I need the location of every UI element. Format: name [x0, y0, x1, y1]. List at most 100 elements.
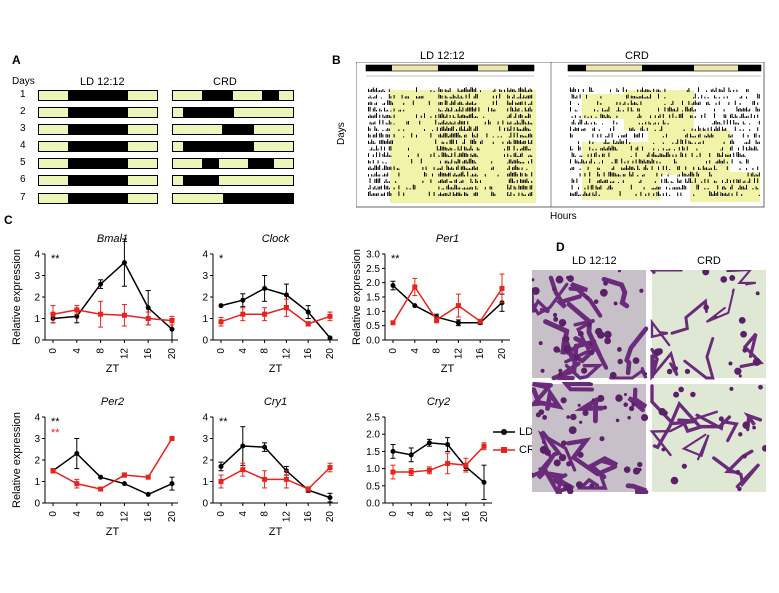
x-tick-label: 20 [325, 348, 336, 360]
light-period [217, 159, 248, 168]
dark-period [182, 142, 253, 151]
crd-day-bar [172, 107, 294, 118]
data-point [121, 260, 127, 266]
crd-day-bar [172, 175, 294, 186]
legend-crd-swatch [493, 447, 515, 453]
light-period [127, 194, 157, 203]
data-point [499, 285, 505, 291]
actogram [356, 62, 765, 208]
light-period [173, 91, 202, 100]
series-line [220, 306, 331, 325]
y-tick-label: 1.5 [366, 293, 380, 304]
data-point [262, 476, 268, 482]
data-point [426, 467, 432, 473]
y-tick-label: 2 [34, 456, 40, 467]
x-tick-label: 8 [432, 348, 443, 354]
x-axis-label: ZT [441, 363, 455, 374]
y-tick-label: 1.0 [366, 464, 380, 475]
data-point [74, 307, 80, 313]
series-line [392, 284, 503, 324]
dark-period [202, 159, 218, 168]
micrographs [532, 270, 766, 494]
crd-day-bar [172, 193, 294, 204]
chart-title: Per1 [436, 233, 459, 245]
x-tick-label: 8 [424, 511, 435, 517]
x-tick-label: 12 [119, 348, 130, 360]
legend-ld-swatch [493, 429, 515, 435]
data-point [98, 486, 104, 492]
y-tick-label: 0 [34, 336, 40, 347]
data-point [169, 326, 175, 332]
light-period [252, 142, 293, 151]
light-period [218, 176, 293, 185]
x-tick-label: 8 [260, 348, 271, 354]
y-tick-label: 4 [34, 250, 40, 261]
y-tick-label: 0.0 [366, 499, 380, 510]
data-point [218, 479, 224, 484]
data-point [327, 335, 333, 341]
data-point [390, 448, 396, 454]
light-period [173, 194, 223, 203]
dark-period [247, 159, 273, 168]
dark-period [68, 91, 127, 100]
series-line [220, 466, 331, 490]
data-point [98, 281, 104, 287]
data-point [408, 452, 414, 458]
data-point [145, 491, 151, 497]
light-period [39, 194, 68, 203]
x-tick-label: 4 [72, 511, 83, 517]
y-tick-label: 0.0 [366, 336, 380, 347]
data-point [240, 467, 246, 473]
x-tick-label: 0 [388, 511, 399, 517]
ld-day-bar [38, 90, 158, 101]
data-point [283, 292, 289, 298]
chart-cry2: Cry2 0.0 0.5 1.0 1.5 2.0 2.5 0 4 8 12 16 20 [366, 396, 492, 523]
data-point [240, 443, 246, 449]
y-tick-label: 2.5 [366, 264, 380, 275]
data-point [283, 476, 289, 482]
light-period [127, 125, 157, 134]
light-period [277, 91, 293, 100]
data-point [145, 305, 151, 311]
y-tick-label: 0 [34, 499, 40, 510]
light-period [272, 159, 293, 168]
chart-title: Cry1 [264, 396, 287, 408]
y-tick-label: 1 [202, 314, 208, 325]
y-tick-label: 1 [202, 477, 208, 488]
y-axis-label: Relative expression [11, 412, 23, 508]
x-tick-label: 16 [143, 511, 154, 523]
x-tick-label: 4 [410, 348, 421, 354]
data-point [98, 474, 104, 480]
y-tick-label: 4 [202, 413, 208, 424]
y-tick-label: 2 [202, 456, 208, 467]
data-point [477, 318, 483, 324]
significance-mark: ** [51, 416, 60, 428]
significance-mark: * [219, 253, 224, 265]
x-tick-label: 20 [167, 348, 178, 360]
y-tick-label: 3.0 [366, 250, 380, 261]
micrograph-ld [532, 270, 649, 381]
y-tick-label: 0 [202, 499, 208, 510]
ld-day-bar [38, 175, 158, 186]
data-point [218, 463, 224, 469]
day-number: 5 [20, 157, 26, 168]
x-tick-label: 16 [303, 511, 314, 523]
x-tick-label: 0 [388, 348, 399, 354]
x-tick-label: 0 [216, 348, 227, 354]
dark-period [182, 108, 233, 117]
x-tick-label: 12 [443, 511, 454, 523]
data-point [412, 284, 418, 290]
x-axis-label: ZT [106, 363, 120, 374]
x-tick-label: 8 [96, 511, 107, 517]
x-tick-label: 4 [238, 511, 249, 517]
crd-schedule-title: CRD [213, 76, 237, 88]
ld-day-bar [38, 141, 158, 152]
dark-period [68, 108, 127, 117]
chart-title: Bmal1 [97, 233, 128, 245]
day-number: 7 [20, 192, 26, 203]
light-period [173, 142, 183, 151]
data-point [169, 318, 175, 324]
x-axis-label: ZT [269, 363, 283, 374]
micrograph-crd [649, 384, 766, 492]
actogram-ylabel: Days [336, 122, 347, 145]
